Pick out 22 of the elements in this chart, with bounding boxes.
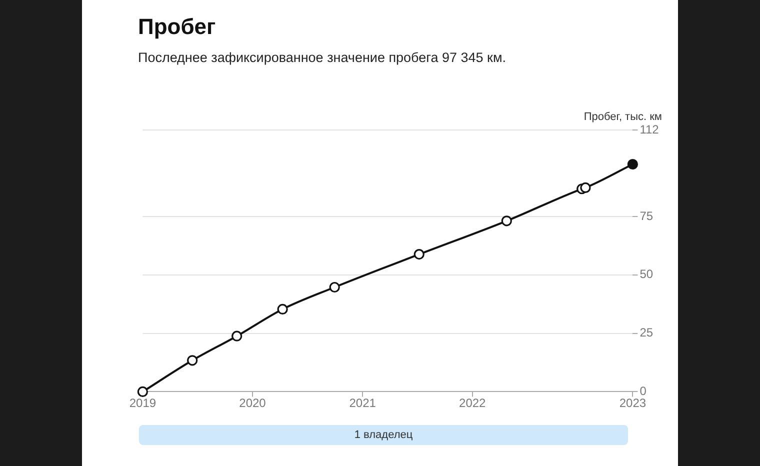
point bbox=[277, 304, 288, 315]
y-axis-title: Пробег, тыс. км bbox=[584, 111, 662, 123]
point bbox=[501, 216, 512, 226]
x-tick-label: 2019 bbox=[129, 396, 156, 410]
point bbox=[414, 249, 424, 260]
x-tick-label: 2022 bbox=[459, 396, 486, 410]
point bbox=[329, 282, 340, 293]
point bbox=[627, 158, 638, 170]
y-tick-label: 50 bbox=[640, 267, 654, 282]
y-tick-label: 112 bbox=[640, 122, 660, 136]
point bbox=[137, 386, 148, 397]
y-tick-label: 25 bbox=[640, 326, 654, 340]
point bbox=[580, 182, 591, 194]
point bbox=[232, 330, 242, 342]
x-tick-label: 2020 bbox=[239, 396, 266, 410]
chart-title: Пробег bbox=[138, 13, 216, 41]
y-tick-label: 0 bbox=[640, 384, 647, 398]
x-tick-label: 2021 bbox=[349, 396, 376, 410]
x-tick-label: 2023 bbox=[619, 396, 646, 410]
chart-subtitle: Последнее зафиксированное значение пробега 97 345 км. bbox=[138, 49, 506, 67]
y-tick-label: 75 bbox=[640, 208, 654, 223]
point bbox=[187, 355, 198, 366]
